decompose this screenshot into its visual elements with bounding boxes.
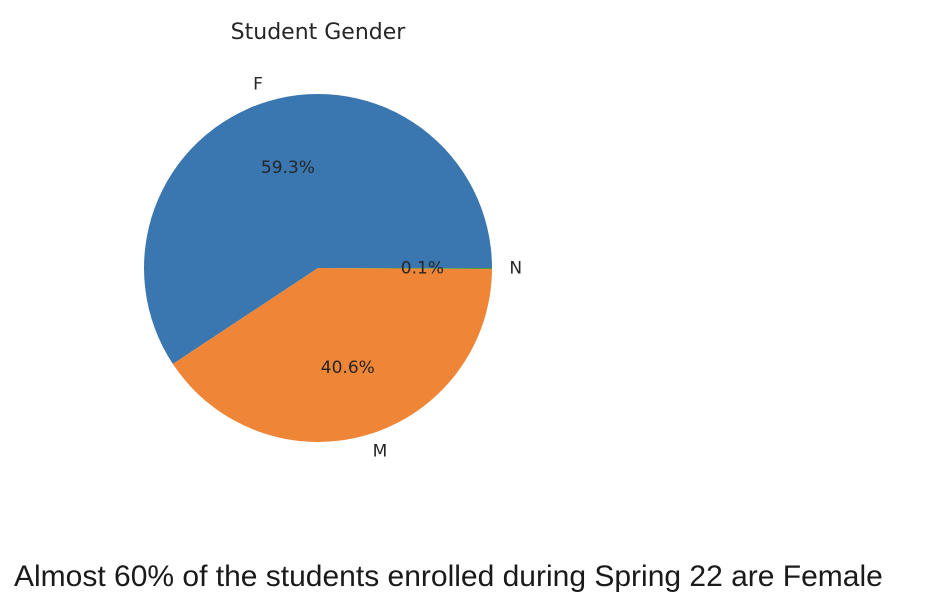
slice-label-n: N [509, 259, 522, 279]
pie-slice-n [318, 268, 493, 270]
chart-title: Student Gender [231, 20, 407, 45]
pie-slices [143, 94, 493, 443]
pie-labels: F 59.3% M 40.6% N 0.1% [253, 75, 522, 462]
chart-caption: Almost 60% of the students enrolled duri… [14, 560, 883, 593]
pct-label-m: 40.6% [321, 358, 375, 378]
pie-slice-f [143, 94, 492, 364]
slice-label-m: M [373, 442, 388, 462]
pie-chart-svg: Student Gender F 59.3% M 40.6% N 0.1% [143, 20, 522, 462]
pie-slice-m [172, 268, 492, 443]
pie-chart: Student Gender F 59.3% M 40.6% N 0.1% [143, 20, 522, 462]
pct-label-f: 59.3% [261, 158, 315, 178]
pct-label-n: 0.1% [401, 258, 444, 278]
slice-label-f: F [253, 75, 263, 95]
